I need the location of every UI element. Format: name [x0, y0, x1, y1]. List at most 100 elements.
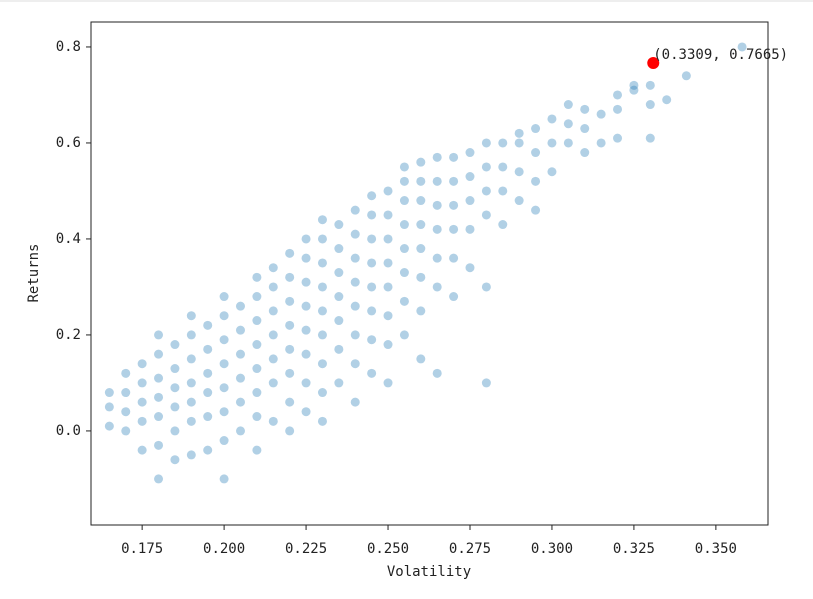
scatter-point: [268, 354, 278, 364]
scatter-point: [252, 364, 262, 374]
scatter-point: [285, 296, 295, 306]
scatter-point: [317, 282, 327, 292]
scatter-point: [203, 412, 213, 422]
scatter-point: [317, 258, 327, 268]
scatter-point: [350, 253, 360, 263]
scatter-point: [186, 416, 196, 426]
scatter-point: [235, 397, 245, 407]
scatter-point: [301, 277, 311, 287]
scatter-point: [547, 138, 557, 148]
scatter-point: [317, 359, 327, 369]
scatter-point: [203, 388, 213, 398]
scatter-point: [154, 412, 164, 422]
x-tick-label: 0.275: [449, 541, 491, 557]
scatter-point: [531, 148, 541, 158]
scatter-point: [383, 311, 393, 321]
scatter-point: [531, 205, 541, 215]
scatter-point: [449, 253, 459, 263]
scatter-point: [580, 104, 590, 114]
scatter-point: [416, 176, 426, 186]
scatter-point: [219, 292, 229, 302]
scatter-point: [416, 220, 426, 230]
scatter-point: [137, 397, 147, 407]
scatter-point: [268, 378, 278, 388]
scatter-point: [104, 388, 114, 398]
scatter-point: [367, 306, 377, 316]
scatter-point: [104, 421, 114, 431]
scatter-point: [252, 445, 262, 455]
y-tick-label: 0.0: [56, 423, 81, 439]
scatter-point: [252, 272, 262, 282]
scatter-point: [334, 378, 344, 388]
scatter-point: [465, 196, 475, 206]
scatter-point: [219, 335, 229, 345]
scatter-point: [121, 426, 131, 436]
scatter-point: [301, 234, 311, 244]
scatter-point: [547, 167, 557, 177]
scatter-point: [416, 272, 426, 282]
scatter-point: [350, 205, 360, 215]
y-tick-label: 0.8: [56, 39, 81, 55]
scatter-point: [350, 229, 360, 239]
scatter-point: [645, 133, 655, 143]
scatter-point: [186, 311, 196, 321]
scatter-point: [465, 172, 475, 182]
scatter-point: [268, 330, 278, 340]
scatter-point: [681, 71, 691, 81]
scatter-point: [137, 416, 147, 426]
scatter-point: [647, 57, 660, 70]
scatter-point: [449, 152, 459, 162]
scatter-point: [104, 402, 114, 412]
scatter-point: [432, 368, 442, 378]
scatter-point: [317, 215, 327, 225]
scatter-point: [629, 85, 639, 95]
scatter-point: [268, 306, 278, 316]
scatter-point: [235, 373, 245, 383]
scatter-point: [498, 162, 508, 172]
scatter-point: [416, 196, 426, 206]
scatter-point: [416, 244, 426, 254]
scatter-point: [301, 378, 311, 388]
scatter-point: [432, 282, 442, 292]
scatter-point: [531, 124, 541, 134]
x-tick-label: 0.350: [695, 541, 737, 557]
scatter-point: [449, 200, 459, 210]
scatter-point: [170, 455, 180, 465]
y-tick-label: 0.2: [56, 327, 81, 343]
scatter-point: [465, 263, 475, 273]
scatter-point: [737, 42, 747, 52]
scatter-point: [613, 104, 623, 114]
scatter-point: [432, 176, 442, 186]
scatter-point: [580, 124, 590, 134]
scatter-point: [350, 359, 360, 369]
scatter-point: [465, 148, 475, 158]
scatter-point: [235, 325, 245, 335]
scatter-point: [170, 364, 180, 374]
scatter-point: [383, 340, 393, 350]
scatter-point: [334, 220, 344, 230]
scatter-point: [563, 119, 573, 129]
y-tick-label: 0.4: [56, 231, 81, 247]
scatter-point: [252, 388, 262, 398]
scatter-point: [514, 196, 524, 206]
x-tick-label: 0.175: [121, 541, 163, 557]
scatter-point: [186, 378, 196, 388]
scatter-point: [350, 301, 360, 311]
scatter-point: [334, 244, 344, 254]
scatter-point: [170, 383, 180, 393]
scatter-point: [432, 200, 442, 210]
scatter-point: [301, 253, 311, 263]
scatter-point: [350, 397, 360, 407]
scatter-point: [301, 325, 311, 335]
scatter-point: [498, 186, 508, 196]
scatter-point: [186, 354, 196, 364]
x-tick-label: 0.200: [203, 541, 245, 557]
scatter-point: [367, 258, 377, 268]
scatter-point: [514, 167, 524, 177]
scatter-point: [154, 440, 164, 450]
scatter-point: [481, 282, 491, 292]
scatter-point: [203, 344, 213, 354]
scatter-point: [285, 320, 295, 330]
scatter-point: [399, 268, 409, 278]
